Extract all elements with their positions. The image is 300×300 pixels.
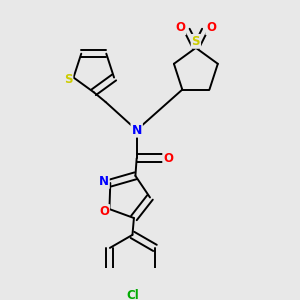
Text: N: N [99,175,109,188]
Text: O: O [176,21,185,34]
Text: S: S [192,35,200,48]
Text: O: O [99,205,109,218]
Text: N: N [131,124,142,136]
Text: O: O [206,21,216,34]
Text: O: O [163,152,173,165]
Text: Cl: Cl [126,289,139,300]
Text: S: S [64,74,72,86]
